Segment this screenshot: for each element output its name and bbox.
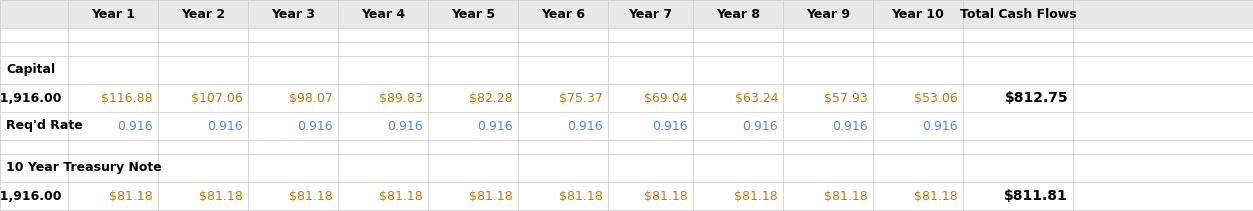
Text: 0.916: 0.916 <box>653 119 688 133</box>
Text: 0.916: 0.916 <box>742 119 778 133</box>
Text: 0.916: 0.916 <box>297 119 333 133</box>
Text: Year 9: Year 9 <box>806 8 850 20</box>
Text: Year 10: Year 10 <box>892 8 945 20</box>
Text: 0.916: 0.916 <box>832 119 868 133</box>
Text: $81.18: $81.18 <box>734 189 778 203</box>
Text: $98.07: $98.07 <box>289 92 333 104</box>
Text: $81.18: $81.18 <box>559 189 603 203</box>
Text: 0.916: 0.916 <box>208 119 243 133</box>
Text: Year 2: Year 2 <box>180 8 226 20</box>
Text: $81.18: $81.18 <box>824 189 868 203</box>
Text: $81.18: $81.18 <box>470 189 512 203</box>
Text: $1,916.00: $1,916.00 <box>0 189 61 203</box>
Text: $1,916.00: $1,916.00 <box>0 92 61 104</box>
Text: Year 5: Year 5 <box>451 8 495 20</box>
Text: 0.916: 0.916 <box>387 119 424 133</box>
Text: $812.75: $812.75 <box>1005 91 1068 105</box>
Text: $75.37: $75.37 <box>559 92 603 104</box>
Bar <box>0 0 1253 28</box>
Text: $81.18: $81.18 <box>289 189 333 203</box>
Text: $81.18: $81.18 <box>109 189 153 203</box>
Text: 0.916: 0.916 <box>922 119 959 133</box>
Text: Total Cash Flows: Total Cash Flows <box>960 8 1076 20</box>
Text: Year 1: Year 1 <box>91 8 135 20</box>
Text: $69.04: $69.04 <box>644 92 688 104</box>
Text: 0.916: 0.916 <box>568 119 603 133</box>
Text: $107.06: $107.06 <box>192 92 243 104</box>
Text: Capital: Capital <box>6 64 55 77</box>
Text: 0.916: 0.916 <box>477 119 512 133</box>
Text: Year 6: Year 6 <box>541 8 585 20</box>
Text: $81.18: $81.18 <box>199 189 243 203</box>
Text: $81.18: $81.18 <box>915 189 959 203</box>
Text: $57.93: $57.93 <box>824 92 868 104</box>
Text: 10 Year Treasury Note: 10 Year Treasury Note <box>6 161 162 174</box>
Text: Year 8: Year 8 <box>715 8 761 20</box>
Text: Year 3: Year 3 <box>271 8 315 20</box>
Text: $81.18: $81.18 <box>644 189 688 203</box>
Text: $811.81: $811.81 <box>1004 189 1068 203</box>
Text: Year 4: Year 4 <box>361 8 405 20</box>
Text: $81.18: $81.18 <box>380 189 424 203</box>
Text: $89.83: $89.83 <box>380 92 424 104</box>
Text: Req'd Rate: Req'd Rate <box>6 119 83 133</box>
Text: $63.24: $63.24 <box>734 92 778 104</box>
Text: $116.88: $116.88 <box>101 92 153 104</box>
Text: Year 7: Year 7 <box>629 8 673 20</box>
Text: $53.06: $53.06 <box>915 92 959 104</box>
Text: $82.28: $82.28 <box>470 92 512 104</box>
Text: 0.916: 0.916 <box>118 119 153 133</box>
